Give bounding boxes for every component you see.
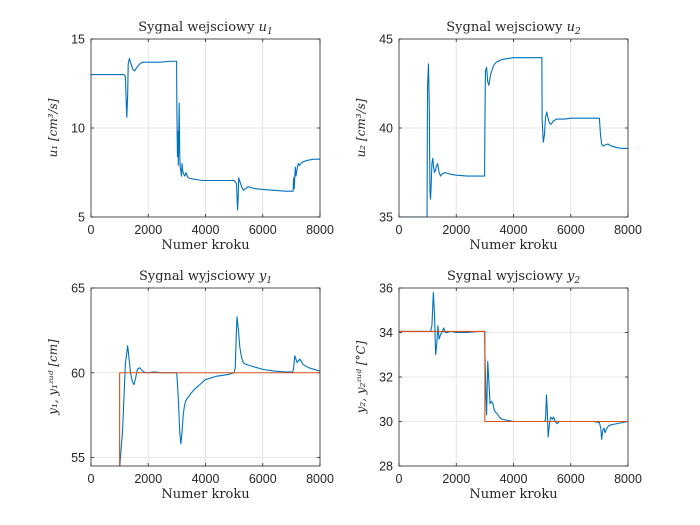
x-axis-label: Numer kroku bbox=[161, 238, 249, 253]
series-line-2 bbox=[119, 372, 320, 466]
x-axis-label: Numer kroku bbox=[469, 487, 557, 502]
y-axis-label: y₂, y₂ᶻᵘᵈ [°C] bbox=[354, 340, 368, 414]
axes-box bbox=[398, 38, 629, 218]
x-tick-label: 4000 bbox=[500, 223, 528, 237]
x-tick-label: 4000 bbox=[192, 223, 220, 237]
y-tick-label: 30 bbox=[379, 415, 393, 429]
y-tick-label: 65 bbox=[71, 282, 85, 296]
x-tick-label: 0 bbox=[396, 472, 403, 486]
y-tick-label: 55 bbox=[71, 451, 85, 465]
y-tick-label: 32 bbox=[379, 371, 393, 385]
y-tick-label: 28 bbox=[379, 460, 393, 474]
y-axis-label: u₁ [cm³/s] bbox=[46, 98, 60, 157]
y-tick-label: 10 bbox=[71, 122, 85, 136]
x-axis-label: Numer kroku bbox=[469, 238, 557, 253]
y-axis-label: u₂ [cm³/s] bbox=[354, 98, 368, 157]
axes-box bbox=[398, 287, 629, 467]
chart-title: Sygnal wejsciowy u1 bbox=[138, 20, 273, 37]
x-tick-label: 2000 bbox=[442, 223, 470, 237]
x-axis-label: Numer kroku bbox=[161, 487, 249, 502]
x-tick-label: 6000 bbox=[557, 472, 585, 486]
chart-panel-2: 0 2000 4000 6000 8000 35 40 45 Sygnal wejsciowy … bbox=[354, 20, 642, 253]
series-line-1 bbox=[399, 291, 628, 440]
y-tick-label: 5 bbox=[78, 211, 85, 225]
y-tick-label: 34 bbox=[379, 326, 393, 340]
x-tick-label: 6000 bbox=[249, 472, 277, 486]
chart-panel-4: 0 2000 4000 6000 8000 28 30 32 34 36 Sygnal wyjsci… bbox=[354, 269, 642, 502]
axes-box bbox=[90, 287, 321, 467]
series-line-1 bbox=[399, 57, 628, 217]
x-tick-label: 0 bbox=[396, 223, 403, 237]
chart-title: Sygnal wejsciowy u2 bbox=[446, 20, 581, 37]
y-tick-label: 60 bbox=[71, 366, 85, 380]
axes-box bbox=[90, 38, 321, 218]
x-tick-label: 0 bbox=[88, 223, 95, 237]
x-tick-label: 8000 bbox=[306, 472, 334, 486]
chart-panel-3: 0 2000 4000 6000 8000 55 60 65 Sygnal wyjsciowy … bbox=[46, 269, 334, 502]
x-tick-label: 4000 bbox=[500, 472, 528, 486]
chart-title: Sygnal wyjsciowy y1 bbox=[139, 269, 272, 286]
x-tick-label: 6000 bbox=[249, 223, 277, 237]
y-tick-label: 36 bbox=[379, 282, 393, 296]
x-tick-label: 2000 bbox=[442, 472, 470, 486]
series-line-1 bbox=[91, 58, 320, 211]
y-tick-label: 15 bbox=[71, 33, 85, 47]
x-tick-label: 6000 bbox=[557, 223, 585, 237]
chart-panel-1: 0 2000 4000 6000 8000 5 10 15 Sygnal wejsciowy u… bbox=[46, 20, 334, 253]
chart-title: Sygnal wyjsciowy y2 bbox=[447, 269, 580, 286]
x-tick-label: 0 bbox=[88, 472, 95, 486]
y-tick-label: 45 bbox=[379, 33, 393, 47]
series-line-2 bbox=[399, 330, 628, 423]
y-tick-label: 35 bbox=[379, 211, 393, 225]
x-tick-label: 8000 bbox=[306, 223, 334, 237]
x-tick-label: 4000 bbox=[192, 472, 220, 486]
y-axis-label: y₁, y₁ᶻᵘᵈ [cm] bbox=[46, 339, 60, 416]
x-tick-label: 2000 bbox=[134, 472, 162, 486]
y-tick-label: 40 bbox=[379, 122, 393, 136]
x-tick-label: 8000 bbox=[614, 223, 642, 237]
x-tick-label: 2000 bbox=[134, 223, 162, 237]
x-tick-label: 8000 bbox=[614, 472, 642, 486]
